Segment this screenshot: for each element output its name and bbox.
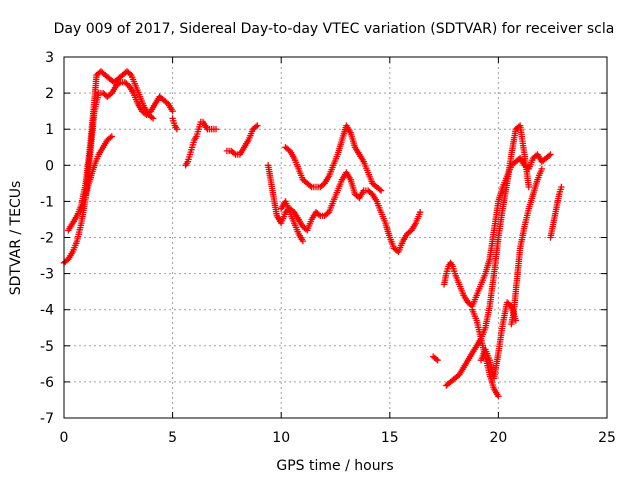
y-axis-label: SDTVAR / TECUs — [8, 181, 24, 296]
series-trace — [169, 115, 181, 133]
chart-title: Day 009 of 2017, Sidereal Day-to-day VTE… — [54, 21, 615, 37]
data-point-markers — [440, 151, 554, 310]
series-trace — [430, 353, 441, 364]
data-point-markers — [443, 122, 532, 389]
data-point-markers — [169, 115, 181, 133]
data-point-markers — [82, 133, 115, 198]
y-tick-label: -2 — [40, 231, 54, 247]
data-point-markers — [278, 198, 307, 245]
series-trace — [443, 122, 532, 389]
series-trace — [282, 122, 385, 194]
x-tick-labels: 0 5 10 15 20 25 — [60, 430, 616, 446]
data-point-markers — [508, 165, 545, 328]
y-tick-labels: 3 2 1 0 -1 -2 -3 -4 -5 -6 -7 — [40, 50, 54, 427]
y-tick-label: -1 — [40, 194, 54, 210]
y-tick-label: 1 — [45, 122, 54, 138]
axis-ticks — [63, 56, 608, 419]
y-tick-label: 2 — [45, 86, 54, 102]
x-tick-label: 15 — [381, 430, 399, 446]
series-trace — [477, 299, 519, 382]
y-tick-label: -4 — [40, 303, 54, 319]
data-point-markers — [477, 299, 519, 382]
data-point-markers — [65, 68, 157, 234]
x-tick-label: 25 — [598, 430, 616, 446]
x-tick-label: 20 — [489, 430, 507, 446]
data-point-markers — [430, 353, 441, 364]
series-trace — [278, 198, 307, 245]
series-trace — [65, 68, 157, 234]
x-tick-label: 0 — [60, 430, 69, 446]
series-trace — [440, 151, 554, 310]
data-point-markers — [182, 118, 220, 169]
data-points — [60, 68, 565, 400]
series-trace — [508, 165, 545, 328]
x-tick-label: 5 — [168, 430, 177, 446]
y-tick-label: -5 — [40, 339, 54, 355]
x-tick-label: 10 — [272, 430, 290, 446]
y-tick-label: 3 — [45, 50, 54, 66]
data-point-markers — [547, 183, 565, 241]
series-trace — [547, 183, 565, 241]
x-axis-label: GPS time / hours — [276, 458, 393, 474]
y-tick-label: -3 — [40, 267, 54, 283]
data-point-markers — [223, 122, 261, 158]
data-point-markers — [282, 122, 385, 194]
series-trace — [182, 118, 220, 169]
y-tick-label: -6 — [40, 375, 54, 391]
y-tick-label: 0 — [45, 158, 54, 174]
series-trace — [223, 122, 261, 158]
y-tick-label: -7 — [40, 411, 54, 427]
series-trace — [82, 133, 115, 198]
